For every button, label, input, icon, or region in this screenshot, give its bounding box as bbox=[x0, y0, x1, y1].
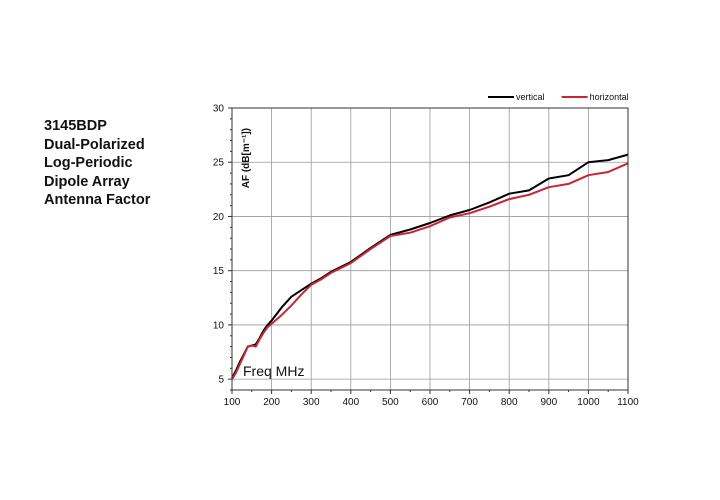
y-tick-label: 5 bbox=[218, 375, 224, 386]
x-tick-label: 300 bbox=[303, 397, 320, 408]
legend: vertical horizontal bbox=[488, 92, 629, 102]
x-tick-label: 700 bbox=[461, 397, 478, 408]
grid bbox=[231, 107, 629, 390]
y-axis-label: AF (dB[m⁻¹]) bbox=[241, 128, 252, 188]
title-line-model: 3145BDP bbox=[44, 118, 107, 134]
x-tick-label: 1100 bbox=[617, 397, 639, 408]
series-line-horizontal bbox=[231, 162, 629, 380]
x-tick-label: 900 bbox=[540, 397, 557, 408]
x-axis-label: Freq MHz bbox=[243, 363, 304, 379]
x-tick-label: 600 bbox=[422, 397, 439, 408]
y-tick-label: 20 bbox=[213, 212, 225, 223]
title-line-quantity: Antenna Factor bbox=[44, 192, 151, 208]
y-tick-label: 15 bbox=[213, 266, 225, 277]
y-tick-label: 10 bbox=[213, 320, 225, 331]
chart-title: 3145BDP Dual-Polarized Log-Periodic Dipo… bbox=[44, 117, 150, 210]
title-line-type: Log-Periodic bbox=[44, 155, 133, 171]
x-tick-label: 800 bbox=[501, 397, 518, 408]
x-tick-label: 200 bbox=[263, 397, 280, 408]
series-lines bbox=[231, 153, 629, 380]
legend-label-horizontal: horizontal bbox=[590, 92, 629, 102]
title-line-array: Dipole Array bbox=[44, 173, 130, 190]
y-tick-label: 25 bbox=[213, 158, 225, 169]
y-tick-label: 30 bbox=[213, 104, 225, 115]
legend-label-vertical: vertical bbox=[516, 92, 545, 102]
x-tick-label: 400 bbox=[342, 397, 359, 408]
x-tick-label: 100 bbox=[224, 397, 241, 408]
x-tick-label: 1000 bbox=[577, 397, 600, 408]
x-tick-label: 500 bbox=[382, 397, 399, 408]
title-line-polarization: Dual-Polarized bbox=[44, 136, 145, 153]
axis-ticks: 100 200 300 400 500 600 700 800 900 1000 1100 5 10 15… bbox=[213, 104, 639, 409]
